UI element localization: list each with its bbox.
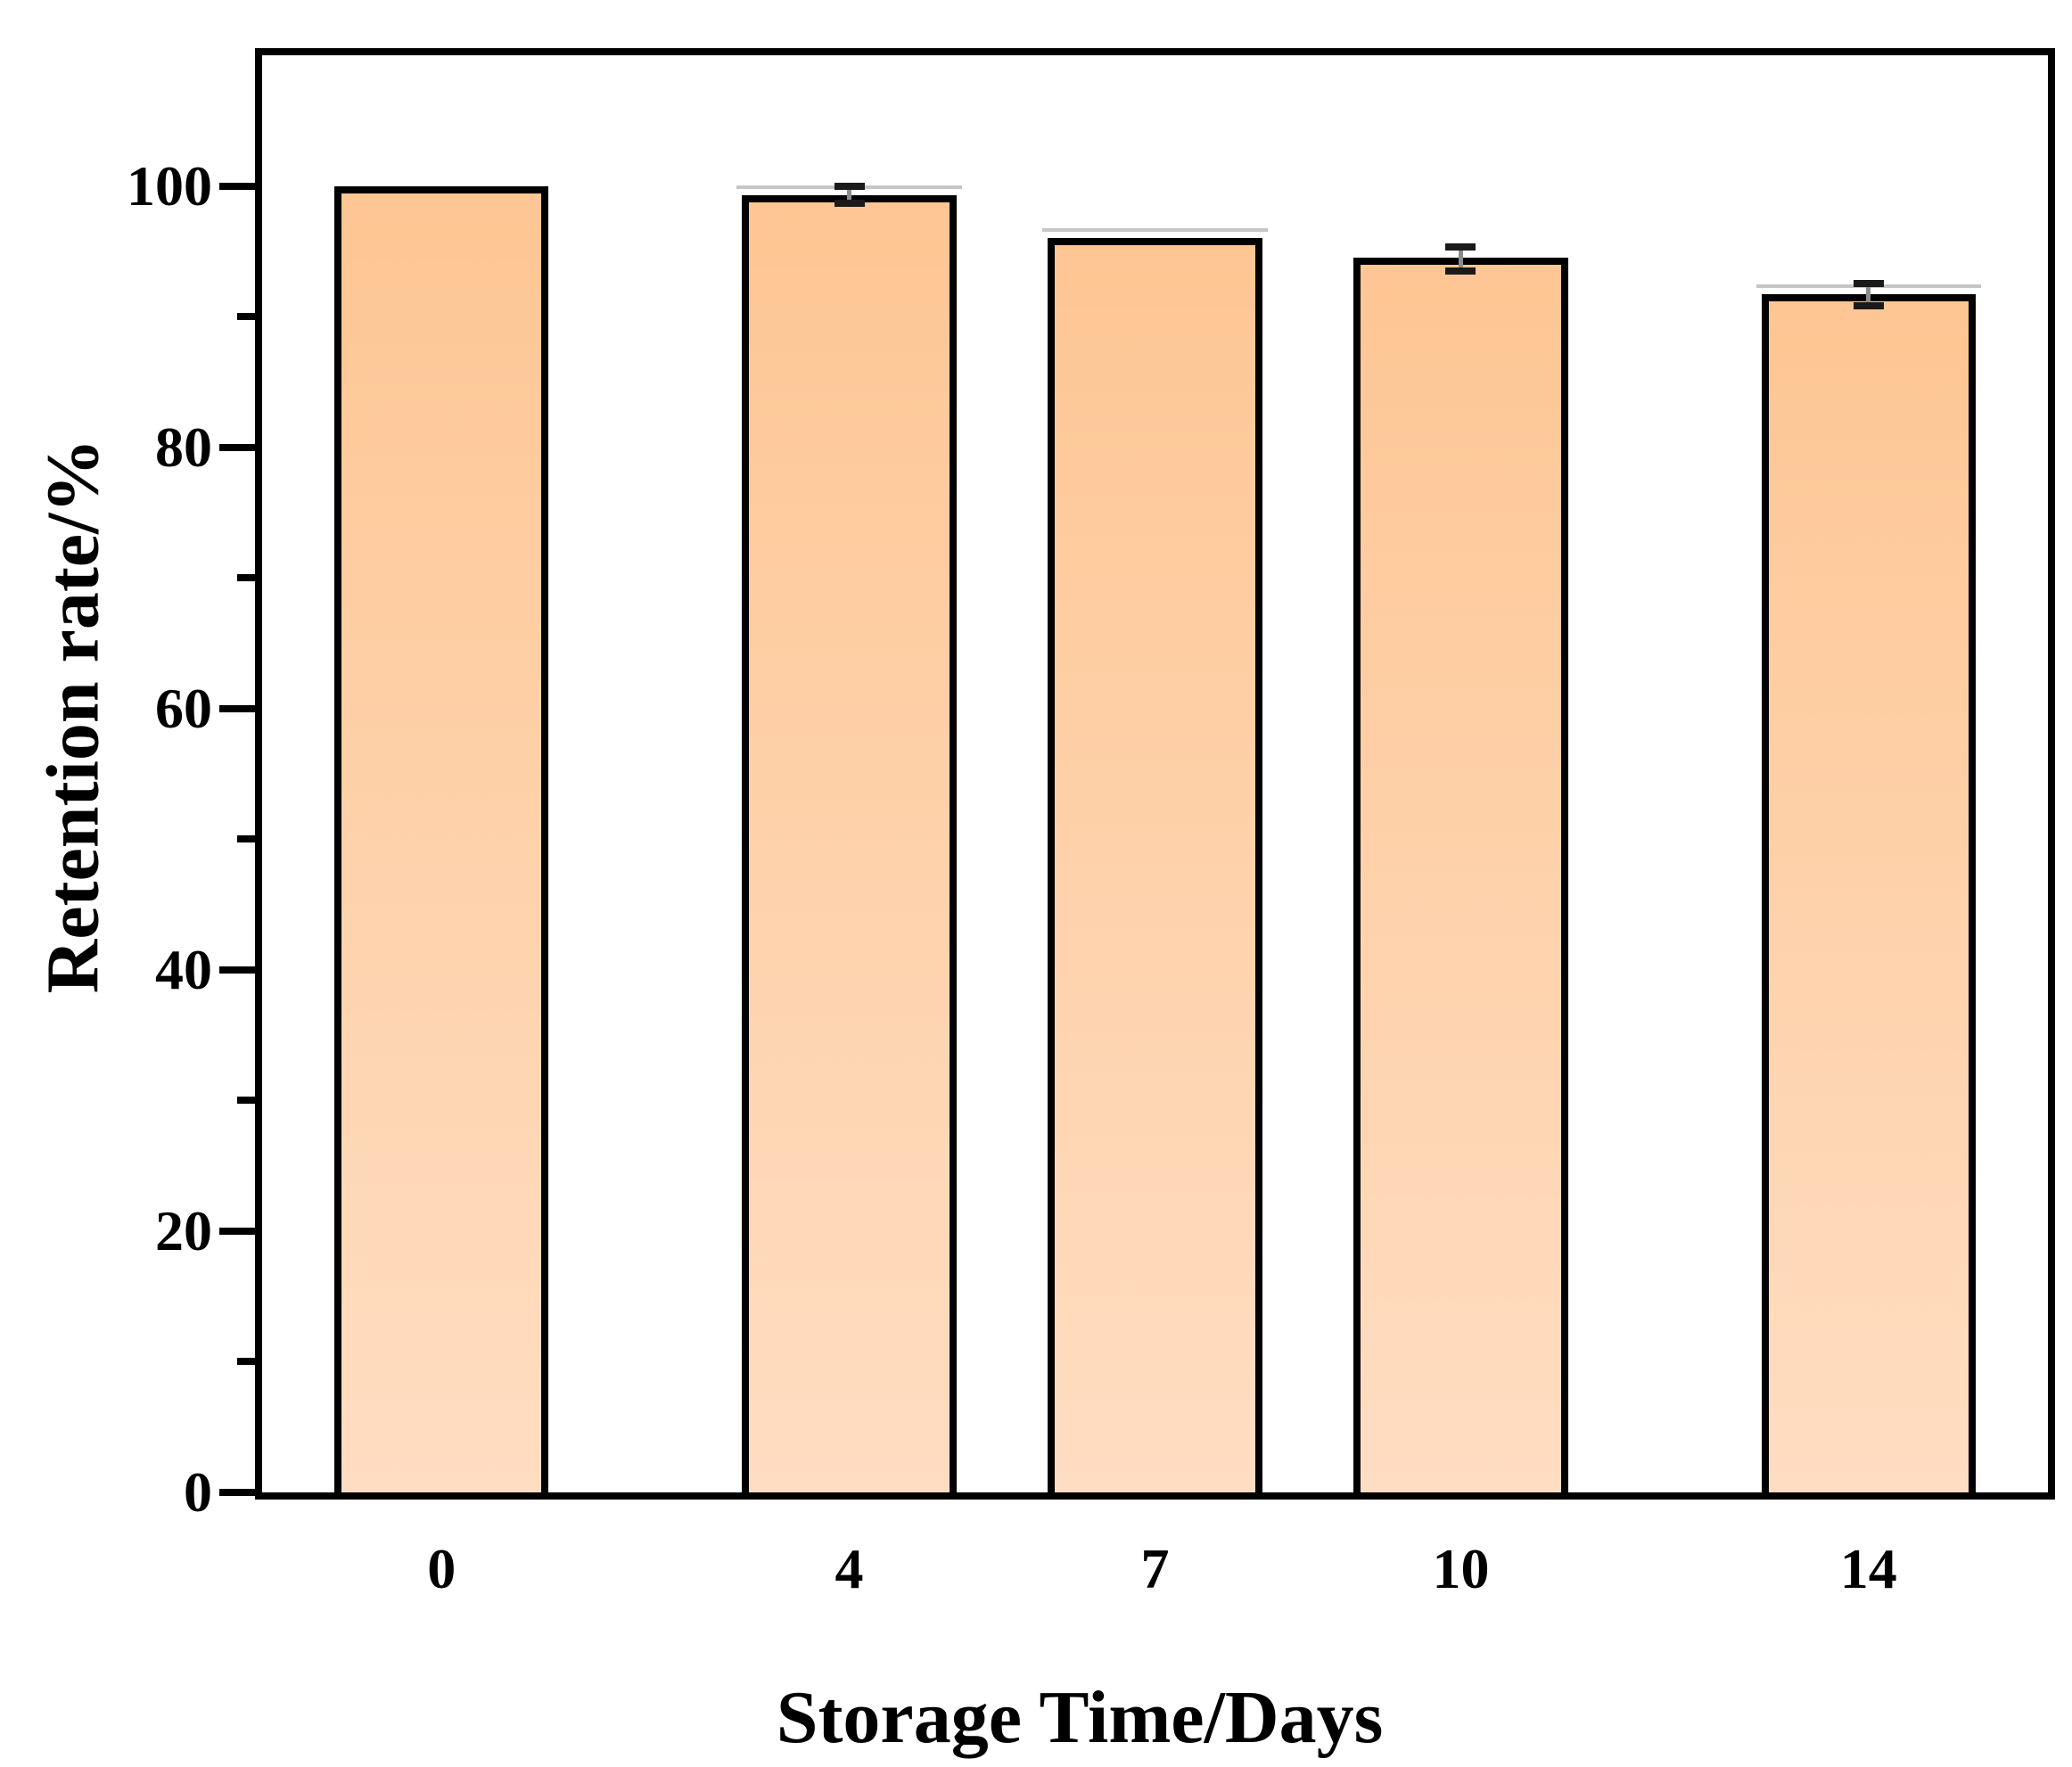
bar-day-14 <box>1761 294 1976 1492</box>
bar-top-halo <box>1042 228 1268 233</box>
y-major-tick <box>219 443 255 451</box>
y-minor-tick <box>237 574 255 582</box>
y-tick-label: 60 <box>155 676 212 740</box>
y-tick-label: 40 <box>155 937 212 1001</box>
error-bar-cap <box>834 182 865 190</box>
y-major-tick <box>219 1489 255 1496</box>
error-bar-cap <box>834 199 865 207</box>
error-bar-cap <box>1853 280 1884 288</box>
x-tick-label: 0 <box>427 1537 456 1600</box>
bar-day-0 <box>334 185 549 1492</box>
x-axis-title: Storage Time/Days <box>776 1676 1384 1759</box>
bar-day-7 <box>1048 238 1262 1492</box>
y-major-tick <box>219 704 255 712</box>
y-minor-tick <box>237 835 255 843</box>
y-minor-tick <box>237 1097 255 1105</box>
y-minor-tick <box>237 1358 255 1366</box>
error-bar-cap <box>1445 243 1476 251</box>
x-tick-label: 10 <box>1432 1537 1490 1600</box>
x-tick-label: 4 <box>835 1537 864 1600</box>
y-major-tick <box>219 182 255 190</box>
y-tick-label: 20 <box>155 1198 212 1262</box>
y-major-tick <box>219 966 255 974</box>
y-tick-label: 0 <box>184 1460 212 1524</box>
plot-area: 0 20 40 60 80 100 0 4 7 10 14 <box>127 48 2055 1598</box>
y-minor-tick <box>237 313 255 321</box>
error-bar-stem <box>1458 247 1463 271</box>
x-tick-label: 14 <box>1839 1537 1897 1600</box>
error-bar-stem <box>1866 284 1871 307</box>
x-tick-label: 7 <box>1140 1537 1170 1600</box>
y-major-tick <box>219 1227 255 1235</box>
error-bar-stem <box>847 185 852 203</box>
y-tick-label: 100 <box>127 153 212 218</box>
bar-day-4 <box>742 194 957 1492</box>
y-axis-title: Retention rate/% <box>31 438 115 994</box>
y-tick-label: 80 <box>155 415 212 479</box>
error-bar-cap <box>1853 302 1884 310</box>
error-bar-cap <box>1445 267 1476 275</box>
bar-day-10 <box>1353 258 1568 1492</box>
